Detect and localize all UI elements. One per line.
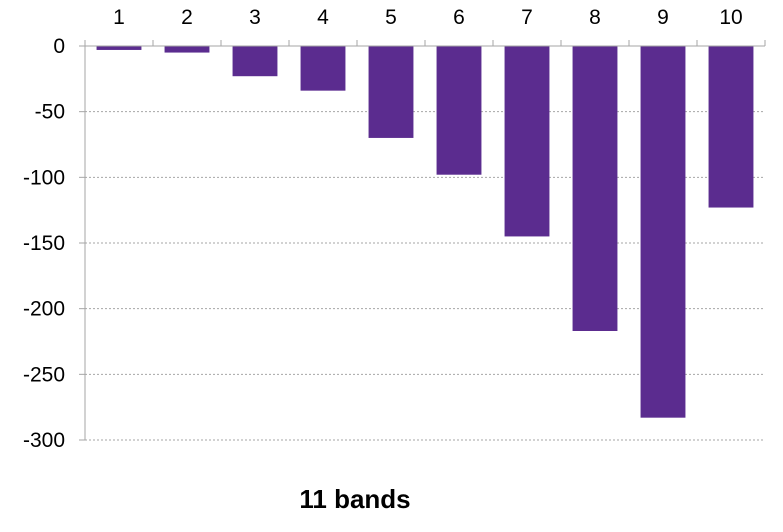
bar-3: [232, 46, 278, 77]
x-tick-label: 9: [657, 6, 669, 29]
bar-4: [300, 46, 346, 91]
y-tick-label: 0: [53, 35, 65, 58]
y-tick-label: -50: [35, 101, 65, 124]
y-tick-label: -100: [23, 166, 65, 189]
x-tick-label: 10: [719, 6, 742, 29]
x-tick-label: 6: [453, 6, 465, 29]
x-tick-label: 3: [249, 6, 261, 29]
x-tick-label: 8: [589, 6, 601, 29]
x-tick-label: 1: [113, 6, 125, 29]
bar-8: [572, 46, 618, 331]
bar-5: [368, 46, 414, 138]
bar-1: [96, 46, 142, 50]
x-tick-label: 4: [317, 6, 329, 29]
bar-9: [640, 46, 686, 418]
y-tick-label: -200: [23, 298, 65, 321]
bar-7: [504, 46, 550, 237]
x-tick-label: 7: [521, 6, 533, 29]
x-tick-label: 2: [181, 6, 193, 29]
y-tick-label: -150: [23, 232, 65, 255]
gridlines: [85, 111, 765, 441]
y-tick-labels: 0 -50 -100 -150 -200 -250 -300: [23, 35, 65, 452]
y-tick-label: -250: [23, 363, 65, 386]
chart-title: 11 bands: [299, 484, 410, 514]
bars: [96, 46, 754, 418]
bar-2: [164, 46, 210, 53]
y-tick-label: -300: [23, 429, 65, 452]
x-tick-label: 5: [385, 6, 397, 29]
bar-10: [708, 46, 754, 208]
axes: [79, 40, 766, 441]
x-tick-labels: 1 2 3 4 5 6 7 8 9 10: [113, 6, 743, 29]
bar-6: [436, 46, 482, 175]
